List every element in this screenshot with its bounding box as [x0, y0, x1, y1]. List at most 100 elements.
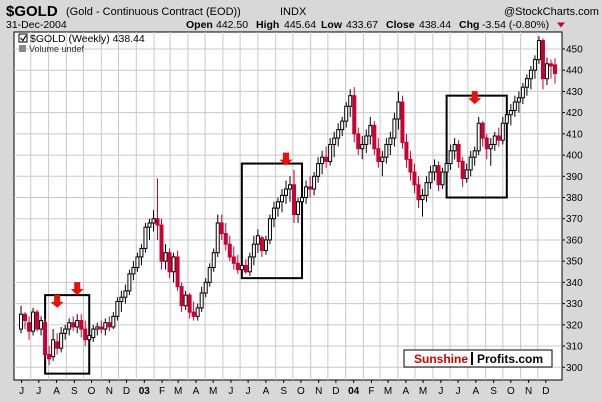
open-value: 442.50 — [216, 19, 248, 31]
x-tick-label: N — [525, 386, 532, 397]
candle-body — [243, 264, 248, 273]
candle-body — [19, 313, 23, 330]
y-tick-label: 410 — [566, 129, 583, 140]
y-tick-label: 320 — [566, 320, 583, 331]
candle-body — [23, 313, 28, 322]
down-arrow-icon — [279, 152, 293, 166]
candle-body — [283, 188, 288, 196]
candle-body — [553, 64, 557, 75]
candle-body — [187, 294, 192, 313]
candle-body — [508, 110, 513, 116]
watermark: @StockCharts.com — [504, 6, 599, 18]
candle-body — [428, 171, 433, 184]
candle-body — [536, 39, 541, 61]
candle-body — [416, 184, 421, 201]
candle-body — [223, 233, 228, 245]
candle-body — [464, 169, 469, 179]
x-tick-label: S — [71, 386, 78, 397]
candle-body — [131, 267, 136, 275]
x-tick-label: A — [473, 386, 480, 397]
legend-series: $GOLD (Weekly) 438.44 — [30, 33, 145, 45]
y-tick-label: 420 — [566, 108, 583, 119]
candle-body — [380, 156, 385, 162]
x-tick-label: D — [542, 386, 549, 397]
candle-body — [227, 243, 232, 258]
y-tick-label: 310 — [566, 342, 583, 353]
x-tick-label: J — [246, 386, 251, 397]
candle-body — [504, 114, 509, 124]
x-tick-label: J — [456, 386, 461, 397]
candle-body — [320, 156, 325, 165]
candle-body — [135, 256, 140, 269]
x-tick-label: A — [193, 386, 200, 397]
low-value: 433.67 — [346, 19, 378, 31]
candle-body — [63, 328, 68, 334]
candle-body — [364, 135, 369, 145]
candle-body — [296, 201, 301, 215]
symbol-description: (Gold - Continuous Contract (EOD)) — [66, 6, 241, 18]
candle-body — [171, 256, 176, 273]
chg-value: -3.54 (-0.80%) — [482, 19, 549, 31]
y-tick-label: 380 — [566, 193, 583, 204]
candle-body — [356, 133, 361, 150]
candle-body — [372, 124, 377, 150]
y-tick-label: 390 — [566, 172, 583, 183]
candle-body — [199, 292, 204, 309]
candle-body — [139, 247, 144, 258]
legend-check-icon — [20, 35, 27, 42]
candle-body — [99, 326, 104, 330]
chg-label: Chg — [459, 19, 479, 31]
candle-body — [352, 95, 357, 135]
candle-body — [127, 273, 132, 292]
brand-box — [403, 349, 553, 368]
candle-body — [267, 218, 272, 241]
x-tick-label: O — [297, 386, 305, 397]
candle-body — [271, 207, 276, 220]
candle-body — [75, 320, 80, 328]
candle-body — [203, 281, 208, 294]
candle-body — [255, 235, 260, 245]
candle-body — [55, 341, 60, 349]
legend-volume: Volume undef — [29, 44, 85, 54]
candle-body — [384, 143, 389, 158]
candle-body — [263, 239, 268, 252]
y-tick-label: 400 — [566, 151, 583, 162]
candle-body — [432, 165, 437, 173]
candle-body — [235, 262, 240, 271]
x-tick-label: S — [490, 386, 497, 397]
candle-body — [119, 296, 124, 302]
y-tick-label: 300 — [566, 363, 583, 374]
candle-body — [340, 120, 345, 131]
candle-body — [151, 218, 156, 224]
y-tick-label: 440 — [566, 66, 583, 77]
x-tick-label: J — [36, 386, 41, 397]
candle-body — [388, 137, 393, 145]
volume-legend-swatch-icon — [19, 45, 26, 52]
candle-body — [480, 122, 485, 139]
candle-body — [67, 322, 72, 330]
candle-body — [456, 143, 461, 162]
y-tick-label: 330 — [566, 299, 583, 310]
candle-body — [528, 69, 533, 80]
candle-body — [492, 135, 497, 145]
candle-body — [344, 105, 349, 122]
candle-body — [251, 243, 256, 258]
candle-body — [259, 237, 264, 252]
brand-separator-icon — [471, 352, 473, 365]
candle-body — [524, 78, 529, 88]
x-tick-label: S — [280, 386, 287, 397]
candle-body — [512, 101, 517, 112]
candle-body — [279, 194, 284, 203]
x-tick-label: M — [419, 386, 427, 397]
candle-body — [288, 184, 293, 190]
candle-body — [175, 256, 180, 288]
candle-body — [440, 171, 445, 186]
candle-body — [476, 122, 481, 152]
candle-body — [404, 141, 409, 160]
x-tick-label: A — [53, 386, 60, 397]
candle-body — [544, 63, 549, 80]
candle-body — [87, 334, 92, 341]
annotation-arrows — [50, 91, 482, 308]
x-tick-label: M — [209, 386, 217, 397]
